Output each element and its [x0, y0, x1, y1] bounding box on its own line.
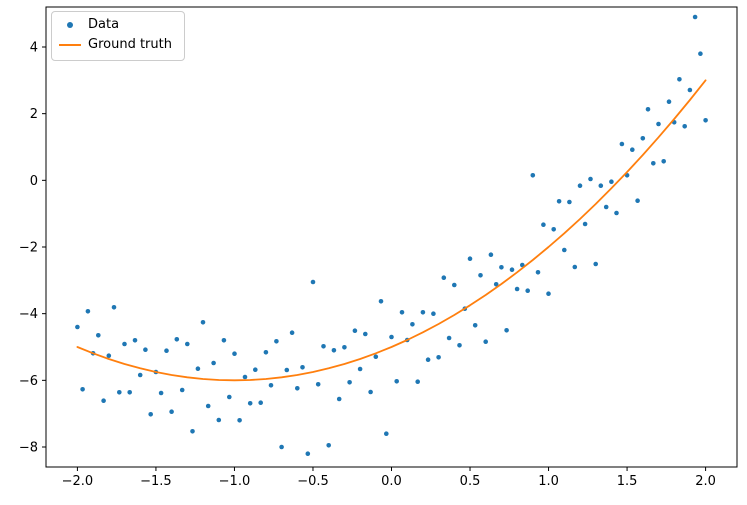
y-axis-ticks: −8 −6 −4 −2 0 2 4: [19, 41, 46, 456]
legend-item-data: Data: [59, 17, 172, 33]
y-tick-label: −2: [19, 241, 38, 256]
legend-label-data: Data: [88, 17, 120, 32]
data-points: [75, 14, 708, 457]
plot-frame: [45, 6, 738, 468]
y-tick-label: −6: [19, 374, 38, 389]
y-tick-label: 2: [30, 107, 38, 122]
x-tick-label: 2.0: [695, 474, 716, 489]
x-tick-label: −2.0: [62, 474, 94, 489]
line-marker-icon: [59, 44, 81, 47]
legend-item-ground-truth: Ground truth: [59, 37, 172, 53]
x-tick-label: −1.5: [140, 474, 172, 489]
legend-label-ground-truth: Ground truth: [88, 37, 172, 53]
y-tick-label: 0: [30, 174, 38, 189]
legend-handle: [59, 22, 81, 29]
y-tick-label: −4: [19, 307, 38, 322]
legend-handle: [59, 44, 81, 47]
x-tick-label: 1.0: [538, 474, 559, 489]
x-tick-label: −0.5: [297, 474, 329, 489]
y-tick-label: 4: [30, 41, 38, 56]
x-tick-label: 1.5: [617, 474, 638, 489]
x-axis-ticks: −2.0 −1.5 −1.0 −0.5 0.0 0.5 1.0 1.5 2.0: [62, 467, 716, 489]
scatter-marker-icon: [67, 22, 73, 29]
x-tick-label: −1.0: [219, 474, 251, 489]
x-tick-label: 0.5: [460, 474, 481, 489]
y-tick-label: −8: [19, 441, 38, 456]
ground-truth-line: [76, 79, 707, 382]
x-tick-label: 0.0: [381, 474, 402, 489]
legend: Data Ground truth: [51, 11, 185, 61]
